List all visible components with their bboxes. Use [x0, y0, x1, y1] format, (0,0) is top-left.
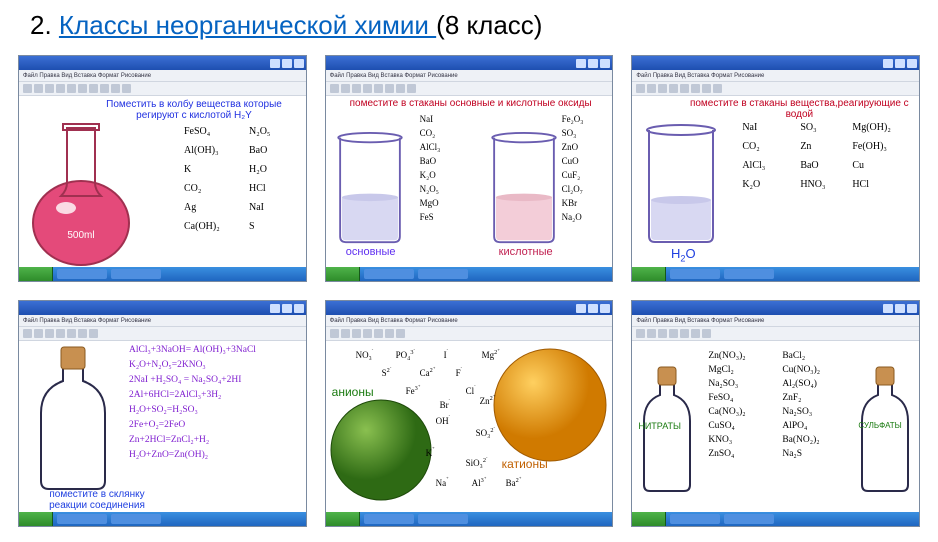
- cation-circle-icon: [492, 347, 608, 463]
- panel-4: Файл Правка Вид Вставка Формат Рисование…: [18, 300, 307, 527]
- toolbar: [326, 327, 613, 341]
- label-left: основные: [336, 246, 406, 258]
- equation-list: AlCl₃+3NaOH= Al(OH)₃+3NaClK₂O+N₂O₅=2KNO₃…: [129, 345, 256, 465]
- menubar: Файл Правка Вид Вставка Формат Рисование: [632, 315, 919, 327]
- bottle-right-icon: [850, 365, 919, 495]
- canvas: AlCl₃+3NaOH= Al(OH)₃+3NaClK₂O+N₂O₅=2KNO₃…: [19, 341, 306, 512]
- formula-col-1: FeSO₄Al(OH)₃KCO₂AgCa(OH)₂: [184, 126, 220, 240]
- window-titlebar: [632, 56, 919, 70]
- toolbar: [326, 82, 613, 96]
- taskbar: [19, 512, 306, 526]
- instruction-bottom: поместите в склянкуреакции соединения: [27, 489, 167, 511]
- formula-col-3: Mg(OH)₂Fe(OH)₃CuHCl: [852, 122, 890, 198]
- formula-col-1: NaICO₂AlCl₃BaOK₂ON₂O₅MgOFeS: [420, 114, 441, 226]
- canvas: NO₃-PO₄3-I-Mg2+S2-Ca2+F-Fe3+Cl-Br-Zn2+OH…: [326, 341, 613, 512]
- toolbar: [632, 327, 919, 341]
- menubar: Файл Правка Вид Вставка Формат Рисование: [326, 315, 613, 327]
- panel-1: Файл Правка Вид Вставка Формат Рисование…: [18, 55, 307, 282]
- taskbar: [632, 512, 919, 526]
- panel-3: Файл Правка Вид Вставка Формат Рисование…: [631, 55, 920, 282]
- beaker-right-icon: [486, 132, 562, 244]
- anion-circle-icon: [328, 397, 434, 503]
- window-titlebar: [632, 301, 919, 315]
- taskbar: [19, 267, 306, 281]
- canvas: Поместить в колбу вещества которыерегиру…: [19, 96, 306, 267]
- label-cations: катионы: [502, 457, 548, 471]
- taskbar: [326, 267, 613, 281]
- panel-6: Файл Правка Вид Вставка Формат Рисование…: [631, 300, 920, 527]
- formula-col-1: NaICO₂AlCl₃K₂O: [742, 122, 765, 198]
- label-h2o: H2O: [658, 246, 708, 264]
- menubar: Файл Правка Вид Вставка Формат Рисование: [19, 315, 306, 327]
- title-link[interactable]: Классы неорганической химии: [59, 10, 436, 40]
- toolbar: [632, 82, 919, 96]
- formula-col-2: Fe₂O₃SO₃ZnOCuOCuF₂Cl₂O₇KBrNa₂O: [562, 114, 584, 226]
- flask-icon: 500ml: [21, 118, 141, 267]
- formula-col-2: SO₃ZnBaOHNO₃: [800, 122, 825, 198]
- toolbar: [19, 82, 306, 96]
- menubar: Файл Правка Вид Вставка Формат Рисование: [19, 70, 306, 82]
- label-right: кислотные: [488, 246, 564, 258]
- window-titlebar: [326, 56, 613, 70]
- toolbar: [19, 327, 306, 341]
- formula-col-2: N₂O₅BaOH₂OHClNaIS: [249, 126, 270, 240]
- svg-text:500ml: 500ml: [67, 230, 94, 241]
- panel-2: Файл Правка Вид Вставка Формат Рисование…: [325, 55, 614, 282]
- label-anions: анионы: [332, 385, 374, 399]
- formula-col-2: BaCl₂Cu(NO₃)₂Al₂(SO₄)ZnF₂Na₂SO₃AlPO₄Ba(N…: [782, 351, 820, 463]
- instruction: поместите в стаканы основные и кислотные…: [346, 98, 596, 109]
- canvas: поместите в стаканы вещества,реагирующие…: [632, 96, 919, 267]
- thumbnail-grid: Файл Правка Вид Вставка Формат Рисование…: [0, 49, 938, 541]
- formula-col-1: Zn(NO₃)₂MgCl₂Na₂SO₃FeSO₄Ca(NO₃)₂CuSO₄KNO…: [708, 351, 745, 463]
- page-title: 2. Классы неорганической химии (8 класс): [0, 0, 938, 49]
- beaker-icon: [640, 124, 722, 244]
- canvas: поместите в стаканы основные и кислотные…: [326, 96, 613, 267]
- title-suffix: (8 класс): [436, 10, 542, 40]
- bottle-icon: [23, 345, 123, 495]
- label-sulfates: СУЛЬФАТЫ: [858, 421, 901, 430]
- instruction: поместите в стаканы вещества,реагирующие…: [684, 98, 914, 120]
- menubar: Файл Правка Вид Вставка Формат Рисование: [326, 70, 613, 82]
- window-titlebar: [326, 301, 613, 315]
- canvas: Zn(NO₃)₂MgCl₂Na₂SO₃FeSO₄Ca(NO₃)₂CuSO₄KNO…: [632, 341, 919, 512]
- panel-5: Файл Правка Вид Вставка Формат Рисование…: [325, 300, 614, 527]
- label-nitrates: НИТРАТЫ: [638, 421, 681, 431]
- window-titlebar: [19, 301, 306, 315]
- taskbar: [326, 512, 613, 526]
- window-titlebar: [19, 56, 306, 70]
- menubar: Файл Правка Вид Вставка Формат Рисование: [632, 70, 919, 82]
- title-num: 2.: [30, 10, 59, 40]
- beaker-left-icon: [332, 132, 408, 244]
- taskbar: [632, 267, 919, 281]
